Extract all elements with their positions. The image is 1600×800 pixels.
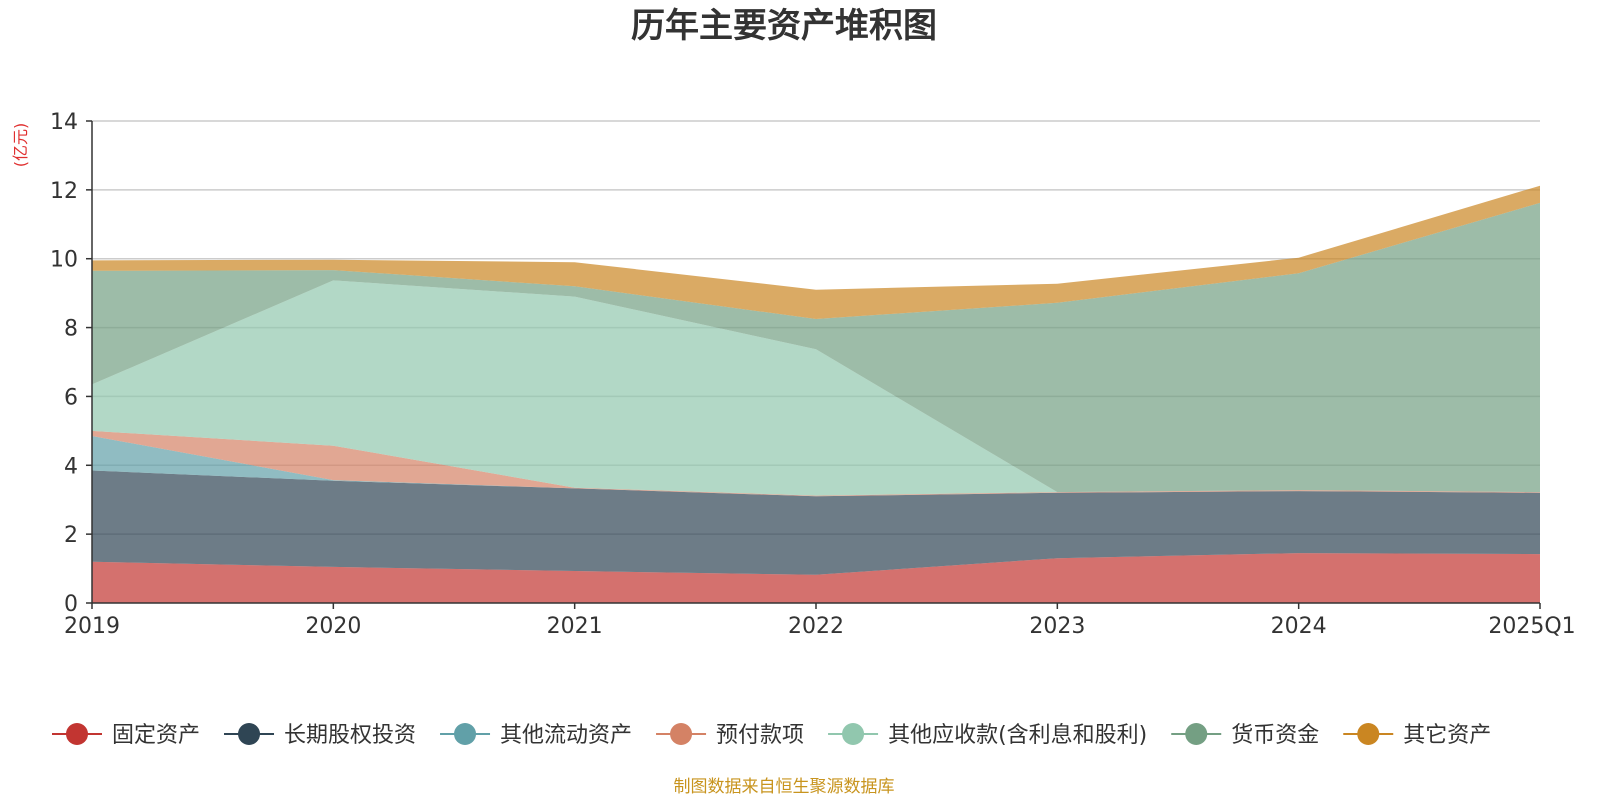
chart-title: 历年主要资产堆积图	[631, 6, 937, 46]
y-tick-label: 12	[50, 179, 78, 204]
y-tick-label: 2	[64, 523, 78, 548]
x-tick-label: 2020	[305, 614, 361, 639]
legend-marker	[1185, 723, 1208, 745]
x-tick-label: 2022	[788, 614, 844, 639]
legend-marker	[842, 723, 865, 745]
legend-item-6[interactable]: 其它资产	[1343, 723, 1491, 748]
area-series-5	[92, 202, 1540, 493]
legend-marker	[454, 723, 477, 745]
y-tick-label: 10	[50, 248, 78, 273]
x-tick-label: 2021	[547, 614, 603, 639]
legend-item-2[interactable]: 其他流动资产	[440, 723, 632, 748]
area-series-1	[92, 470, 1540, 575]
legend-label: 固定资产	[112, 723, 200, 748]
data-source-note: 制图数据来自恒生聚源数据库	[674, 777, 895, 797]
axes: 0 2 4 6 8 10 12 14 2019 2020 2021 2022 2023 2024 2025Q…	[50, 110, 1576, 639]
legend-item-4[interactable]: 其他应收款(含利息和股利)	[828, 723, 1147, 748]
legend-label: 其他应收款(含利息和股利)	[888, 723, 1147, 748]
y-tick-label: 14	[50, 110, 78, 135]
legend-marker	[1357, 723, 1380, 745]
y-tick-label: 6	[64, 385, 78, 410]
area-series-layer	[92, 185, 1540, 603]
legend-label: 货币资金	[1231, 723, 1319, 748]
y-tick-label: 8	[64, 317, 78, 342]
legend-label: 其它资产	[1403, 723, 1491, 748]
legend-marker	[66, 723, 88, 745]
y-tick-label: 4	[64, 454, 78, 479]
legend-item-5[interactable]: 货币资金	[1171, 723, 1319, 748]
legend-label: 长期股权投资	[284, 723, 416, 748]
area-series-6	[92, 185, 1540, 319]
x-tick-label: 2024	[1271, 614, 1327, 639]
legend-marker	[670, 723, 693, 745]
x-tick-label: 2023	[1029, 614, 1085, 639]
x-tick-label: 2019	[64, 614, 120, 639]
y-tick-label: 0	[64, 592, 78, 617]
legend-marker	[238, 723, 261, 745]
area-series-0	[92, 553, 1540, 603]
area-series-3	[92, 430, 1540, 497]
legend: 固定资产 长期股权投资 其他流动资产 预付款项 其他应收款(含利息和股利) 货币资金 其它资…	[52, 723, 1491, 748]
legend-label: 预付款项	[716, 723, 804, 748]
area-series-4	[92, 280, 1540, 496]
x-tick-label: 2025Q1	[1488, 614, 1575, 639]
legend-item-1[interactable]: 长期股权投资	[224, 723, 416, 748]
legend-item-0[interactable]: 固定资产	[52, 723, 200, 748]
y-axis-unit-label: (亿元)	[11, 123, 30, 168]
legend-label: 其他流动资产	[500, 723, 632, 748]
legend-item-3[interactable]: 预付款项	[656, 723, 804, 748]
